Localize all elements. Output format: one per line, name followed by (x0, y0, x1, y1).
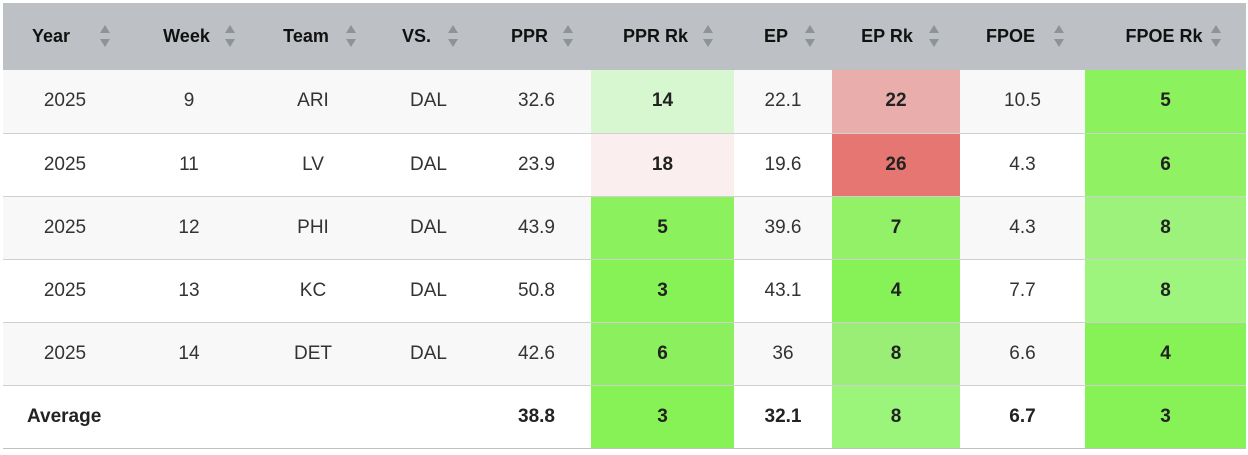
cell-ep-rk: 8 (832, 322, 960, 385)
column-header-label: PPR Rk (622, 26, 689, 46)
cell-week: 9 (183, 90, 195, 112)
cell-ppr-rk: 5 (591, 196, 734, 259)
cell-ep-rk: 22 (832, 70, 960, 133)
cell-ep: 39.6 (764, 216, 802, 238)
cell-fpoe-rk: 6 (1085, 133, 1246, 196)
cell-ep: 22.1 (764, 90, 802, 112)
sort-arrows-icon[interactable] (1210, 25, 1222, 53)
sort-arrows-icon[interactable] (224, 25, 236, 53)
cell-fpoe-rk: 5 (1085, 70, 1246, 133)
cell-vs: DAL (410, 153, 447, 175)
sort-arrows-icon[interactable] (1053, 25, 1065, 53)
cell-year: 2025 (43, 90, 87, 112)
column-header-label: EP Rk (861, 26, 913, 46)
table-row: 2025 14 DET DAL 42.6 6 36 8 6.6 4 (3, 322, 1246, 385)
table-row: 2025 12 PHI DAL 43.9 5 39.6 7 4.3 8 (3, 196, 1246, 259)
cell-fpoe: 7.7 (1009, 279, 1036, 301)
cell-fpoe: 6.6 (1009, 342, 1036, 364)
cell-fpoe: 10.5 (1004, 90, 1041, 112)
sort-arrows-icon[interactable] (99, 25, 111, 53)
cell-ep-rk: 8 (832, 385, 960, 448)
table-row: 2025 11 LV DAL 23.9 18 19.6 26 4.3 6 (3, 133, 1246, 196)
column-header-label: Year (32, 26, 71, 46)
cell-fpoe: 4.3 (1009, 153, 1036, 175)
column-header-label: PPR (510, 26, 548, 46)
cell-ep: 32.1 (764, 405, 802, 427)
cell-ep: 43.1 (764, 279, 802, 301)
cell-ppr-rk: 3 (591, 259, 734, 322)
cell-ep: 36 (772, 342, 794, 364)
cell-ppr: 43.9 (518, 216, 555, 238)
cell-team: ARI (297, 90, 329, 112)
cell-ep: 19.6 (764, 153, 802, 175)
header-row: Year Week Team VS. PPR PPR Rk (3, 3, 1246, 70)
cell-fpoe-rk: 3 (1085, 385, 1246, 448)
column-header-label: FPOE (985, 26, 1035, 46)
cell-team: KC (299, 279, 327, 301)
column-header-vs[interactable]: VS. (375, 3, 482, 70)
cell-ppr-rk: 3 (591, 385, 734, 448)
column-header-label: EP (763, 26, 788, 46)
cell-ppr: 42.6 (518, 342, 555, 364)
column-header-week[interactable]: Week (127, 3, 251, 70)
cell-ppr-rk: 18 (591, 133, 734, 196)
cell-team: DET (294, 342, 332, 364)
cell-vs: DAL (410, 279, 447, 301)
cell-fpoe-rk: 4 (1085, 322, 1246, 385)
column-header-fpoe[interactable]: FPOE (960, 3, 1085, 70)
table-row: 2025 13 KC DAL 50.8 3 43.1 4 7.7 8 (3, 259, 1246, 322)
column-header-label: VS. (401, 26, 431, 46)
column-header-label: Team (283, 26, 329, 46)
sort-arrows-icon[interactable] (447, 25, 459, 53)
column-header-ep-rk[interactable]: EP Rk (832, 3, 960, 70)
table-row: 2025 9 ARI DAL 32.6 14 22.1 22 10.5 5 (3, 70, 1246, 133)
column-header-label: FPOE Rk (1125, 26, 1203, 46)
cell-ppr: 38.8 (518, 405, 555, 427)
stats-table: Year Week Team VS. PPR PPR Rk (3, 3, 1246, 449)
sort-arrows-icon[interactable] (562, 25, 574, 53)
cell-ppr-rk: 14 (591, 70, 734, 133)
column-header-ppr[interactable]: PPR (482, 3, 591, 70)
average-label: Average (27, 405, 102, 427)
stats-table-container: Year Week Team VS. PPR PPR Rk (3, 3, 1246, 451)
cell-ep-rk: 7 (832, 196, 960, 259)
cell-team: PHI (297, 216, 329, 238)
cell-year: 2025 (43, 153, 87, 175)
sort-arrows-icon[interactable] (702, 25, 714, 53)
cell-ppr-rk: 6 (591, 322, 734, 385)
cell-ppr: 32.6 (518, 90, 555, 112)
column-header-ep[interactable]: EP (734, 3, 832, 70)
cell-week: 11 (179, 153, 199, 175)
cell-ep-rk: 26 (832, 133, 960, 196)
cell-year: 2025 (43, 216, 87, 238)
sort-arrows-icon[interactable] (804, 25, 816, 53)
column-header-label: Week (163, 26, 210, 46)
cell-ep-rk: 4 (832, 259, 960, 322)
cell-ppr: 50.8 (518, 279, 555, 301)
cell-vs: DAL (410, 342, 447, 364)
cell-year: 2025 (43, 279, 87, 301)
column-header-team[interactable]: Team (251, 3, 375, 70)
cell-fpoe-rk: 8 (1085, 259, 1246, 322)
cell-week: 13 (178, 279, 200, 301)
sort-arrows-icon[interactable] (928, 25, 940, 53)
cell-ppr: 23.9 (518, 153, 555, 175)
cell-fpoe: 4.3 (1009, 216, 1036, 238)
column-header-year[interactable]: Year (3, 3, 127, 70)
cell-vs: DAL (410, 90, 447, 112)
average-row: Average 38.8 3 32.1 8 6.7 3 (3, 385, 1246, 448)
sort-arrows-icon[interactable] (345, 25, 357, 53)
cell-week: 12 (178, 216, 200, 238)
cell-vs: DAL (410, 216, 447, 238)
cell-fpoe-rk: 8 (1085, 196, 1246, 259)
cell-team: LV (302, 153, 324, 175)
column-header-ppr-rk[interactable]: PPR Rk (591, 3, 734, 70)
cell-fpoe: 6.7 (1009, 405, 1036, 427)
column-header-fpoe-rk[interactable]: FPOE Rk (1085, 3, 1246, 70)
cell-week: 14 (178, 342, 200, 364)
cell-year: 2025 (43, 342, 87, 364)
